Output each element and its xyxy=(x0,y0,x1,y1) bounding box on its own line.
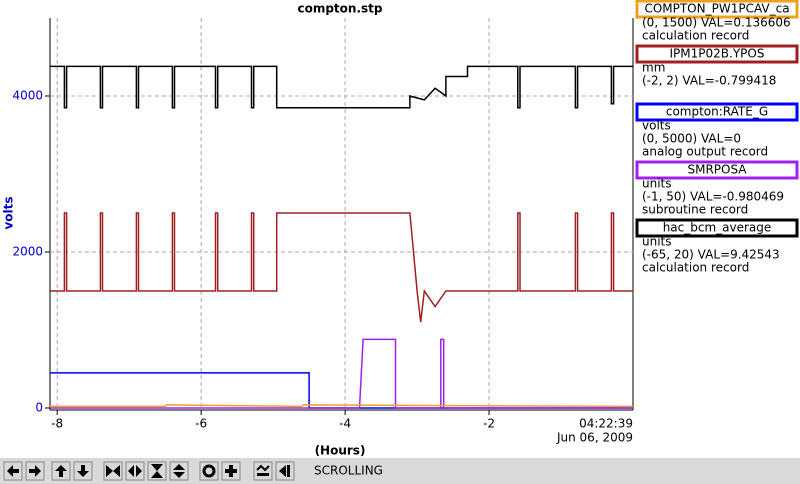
legend-name: compton:RATE_G xyxy=(666,105,768,119)
series-line xyxy=(50,65,633,109)
legend-box xyxy=(635,44,799,64)
legend-info: (-2, 2) VAL=-0.799418 xyxy=(642,74,776,88)
legend-units: units xyxy=(642,235,672,249)
btn-up[interactable] xyxy=(51,461,71,481)
y-tick-label: 0 xyxy=(35,401,43,415)
y-tick-label: 2000 xyxy=(12,245,43,259)
btn-left[interactable] xyxy=(3,461,23,481)
chart-title: compton.stp xyxy=(297,2,382,16)
legend-units: units xyxy=(642,177,672,191)
btn-zoom-in-x[interactable] xyxy=(103,461,123,481)
status-label: SCROLLING xyxy=(314,464,383,478)
series-line xyxy=(50,338,633,409)
legend-units: mm xyxy=(642,61,665,75)
btn-zoom-out-y[interactable] xyxy=(169,461,189,481)
legend-box xyxy=(635,218,799,238)
btn-end[interactable] xyxy=(275,461,295,481)
legend-name: IPM1P02B.YPOS xyxy=(670,47,765,61)
x-axis-label: (Hours) xyxy=(315,444,366,458)
y-tick-label: 4000 xyxy=(12,89,43,103)
btn-refresh[interactable] xyxy=(221,461,241,481)
series-line xyxy=(50,404,634,408)
legend-record: subroutine record xyxy=(642,203,748,217)
x-tick-label: -4 xyxy=(339,417,351,431)
series-line xyxy=(50,372,633,409)
legend-record: calculation record xyxy=(642,29,749,43)
legend-name: hac_bcm_average xyxy=(663,221,772,235)
date-label: Jun 06, 2009 xyxy=(556,431,633,445)
legend-name: COMPTON_PW1PCAV_ca xyxy=(644,2,789,16)
btn-down[interactable] xyxy=(73,461,93,481)
legend-info: (-1, 50) VAL=-0.980469 xyxy=(642,190,784,204)
legend-info: (0, 1500) VAL=0.136606 xyxy=(642,16,791,30)
btn-pan[interactable] xyxy=(253,461,273,481)
btn-reset[interactable] xyxy=(199,461,219,481)
time-label: 04:22:39 xyxy=(579,417,633,431)
btn-right[interactable] xyxy=(25,461,45,481)
legend-box xyxy=(635,160,799,180)
x-tick-label: -6 xyxy=(195,417,207,431)
y-axis-label: volts xyxy=(2,196,16,229)
x-tick-label: -2 xyxy=(483,417,495,431)
legend-record: analog output record xyxy=(642,145,768,159)
btn-zoom-in-y[interactable] xyxy=(147,461,167,481)
legend-name: SMRPOSA xyxy=(687,163,747,177)
legend-box xyxy=(635,102,799,122)
legend-box xyxy=(635,0,799,19)
btn-zoom-out-x[interactable] xyxy=(125,461,145,481)
series-line xyxy=(50,212,633,323)
legend-record: calculation record xyxy=(642,261,749,275)
legend-info: (-65, 20) VAL=9.42543 xyxy=(642,248,780,262)
legend-units: volts xyxy=(642,119,671,133)
toolbar xyxy=(0,458,800,484)
x-tick-label: -8 xyxy=(51,417,63,431)
legend-info: (0, 5000) VAL=0 xyxy=(642,132,741,146)
